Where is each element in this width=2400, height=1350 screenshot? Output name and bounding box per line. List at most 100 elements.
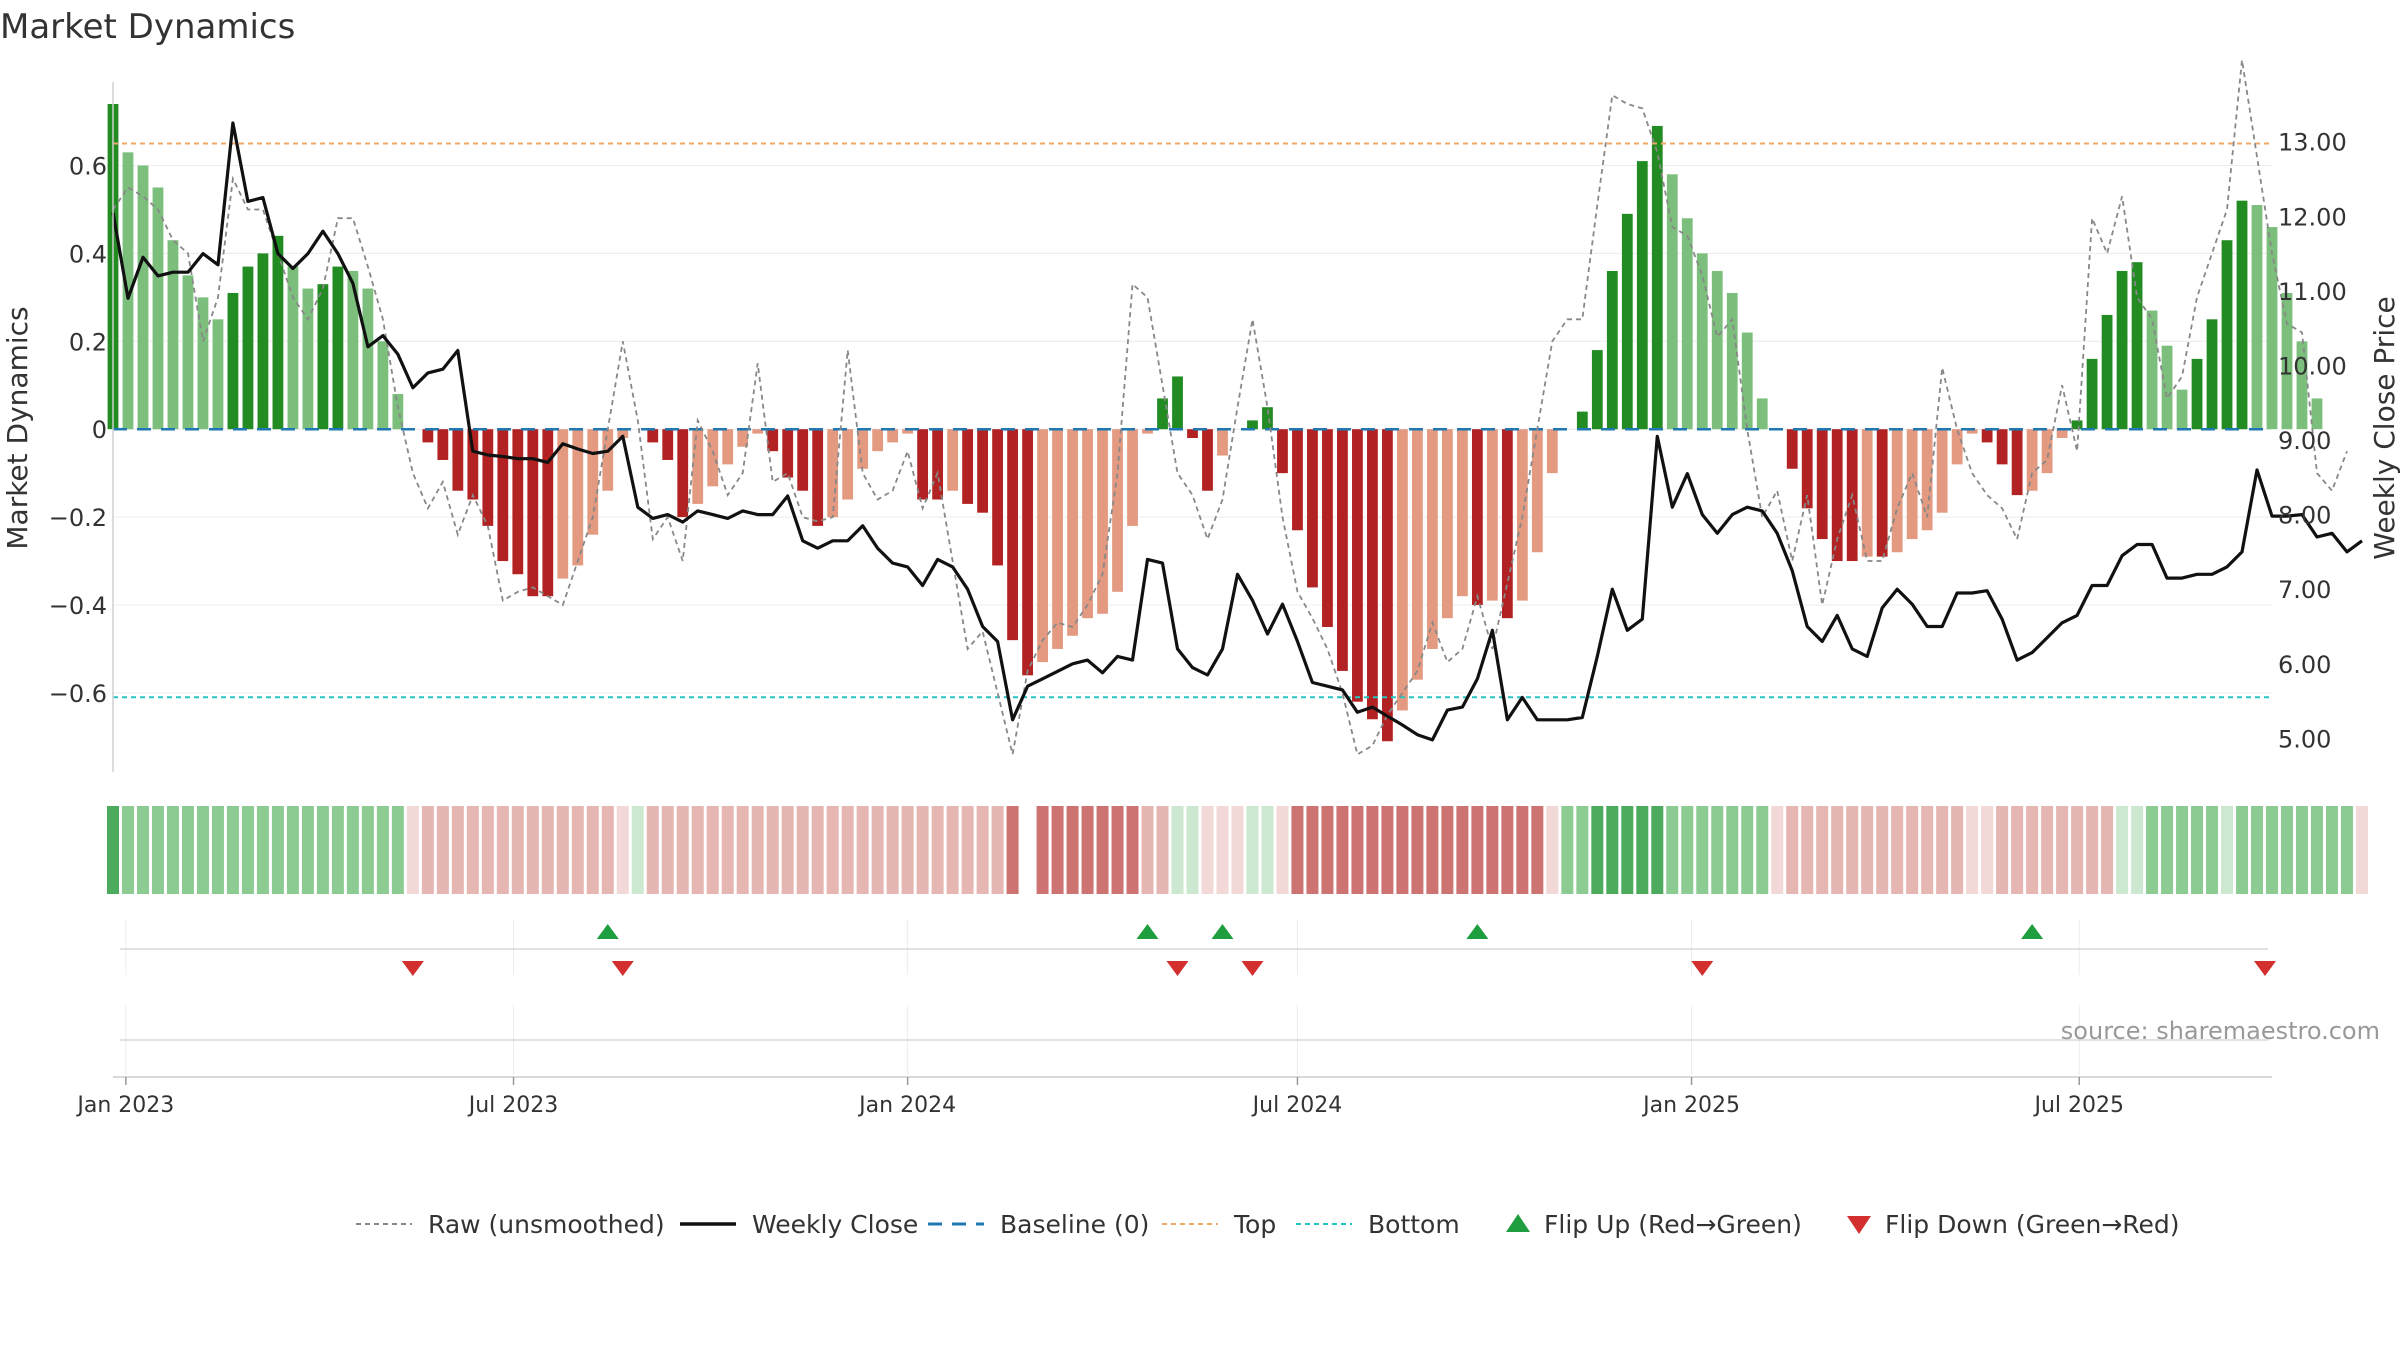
dynamics-bar [752, 429, 764, 434]
regime-cell [511, 806, 524, 894]
dynamics-bar [1322, 429, 1333, 627]
regime-cell [2056, 806, 2069, 894]
dynamics-bar [2266, 227, 2278, 430]
regime-cell [136, 806, 149, 894]
legend-swatch [1847, 1216, 1871, 1234]
dynamics-bar [587, 429, 599, 535]
y-tick-label: 0 [92, 416, 107, 444]
regime-cell [181, 806, 194, 894]
flip-up-marker [1211, 924, 1234, 939]
legend-item-flip-up: Flip Up (Red→Green) [1506, 1210, 1802, 1239]
regime-cell [2280, 806, 2293, 894]
y2-tick-label: 6.00 [2278, 651, 2331, 679]
regime-cell [1681, 806, 1694, 894]
regime-cell [751, 806, 764, 894]
dynamics-bar [1202, 429, 1213, 491]
dynamics-bar [167, 240, 179, 430]
dynamics-bar [1471, 429, 1483, 605]
regime-cell [1291, 806, 1304, 894]
dynamics-bar [347, 270, 359, 430]
dynamics-bar [1591, 350, 1603, 430]
regime-cell [661, 806, 674, 894]
flip-up-marker [1466, 924, 1489, 939]
regime-cell [2355, 806, 2368, 894]
regime-cell [2011, 806, 2024, 894]
regime-cell [601, 806, 614, 894]
regime-cell [871, 806, 884, 894]
y-axis-label: Market Dynamics [1, 306, 34, 549]
regime-cell [1276, 806, 1289, 894]
regime-cell [1636, 806, 1649, 894]
regime-cell [1816, 806, 1829, 894]
raw-series-line [112, 59, 2348, 756]
dynamics-bar [1651, 125, 1663, 430]
dynamics-bar [1711, 270, 1723, 430]
regime-cell [1666, 806, 1679, 894]
y-tick-label: −0.2 [49, 504, 107, 532]
dynamics-bar [1411, 429, 1423, 680]
dynamics-bar [1007, 429, 1018, 641]
dynamics-bar [737, 429, 749, 447]
regime-cell [2101, 806, 2114, 894]
regime-cell [1966, 806, 1979, 894]
dynamics-bar [1696, 253, 1708, 430]
regime-cell [2116, 806, 2129, 894]
dynamics-bar [1277, 429, 1288, 474]
dynamics-bar [1936, 429, 1948, 513]
dynamics-bar [797, 429, 809, 491]
dynamics-bar [392, 394, 404, 430]
regime-cell [946, 806, 959, 894]
dynamics-bar [572, 429, 584, 566]
dynamics-bar [1337, 429, 1348, 671]
dynamics-bar [2071, 420, 2083, 430]
dynamics-bar [512, 429, 524, 575]
regime-cell [1651, 806, 1664, 894]
regime-cell [781, 806, 794, 894]
dynamics-bar [782, 429, 794, 478]
dynamics-bar [677, 429, 689, 518]
regime-cell [1411, 806, 1424, 894]
regime-cell [841, 806, 854, 894]
dynamics-bar [1486, 429, 1498, 601]
dynamics-bar [2191, 358, 2203, 430]
dynamics-bar [482, 429, 494, 526]
legend-label: Baseline (0) [1000, 1210, 1149, 1239]
regime-cell [166, 806, 179, 894]
regime-cell [2325, 806, 2338, 894]
regime-cell [1381, 806, 1394, 894]
dynamics-bar [827, 429, 839, 518]
regime-cell [331, 806, 344, 894]
dynamics-bar [1217, 429, 1228, 456]
regime-cell [1081, 806, 1094, 894]
dynamics-bar [947, 429, 959, 491]
regime-cell [631, 806, 644, 894]
dynamics-bar [152, 187, 164, 430]
dynamics-bar [1097, 429, 1108, 614]
dynamics-bar [767, 429, 779, 452]
dynamics-bar [1666, 174, 1678, 430]
regime-cell [1936, 806, 1949, 894]
dynamics-bar [242, 266, 254, 430]
regime-cell [2131, 806, 2144, 894]
dynamics-bar [647, 429, 659, 443]
regime-cell [1546, 806, 1559, 894]
regime-cell [2310, 806, 2323, 894]
regime-cell [361, 806, 374, 894]
dynamics-bar [197, 297, 209, 430]
x-tick-label: Jul 2023 [467, 1093, 559, 1118]
regime-cell [271, 806, 284, 894]
dynamics-bar [1546, 429, 1558, 474]
dynamics-bar [1052, 429, 1063, 649]
dynamics-bar [1187, 429, 1198, 438]
dynamics-bar [1397, 429, 1408, 711]
flip-up-marker [1136, 924, 1159, 939]
dynamics-bar [1172, 376, 1183, 430]
dynamics-bar [1831, 429, 1843, 562]
x-tick-label: Jan 2023 [75, 1093, 174, 1118]
regime-cell [826, 806, 839, 894]
dynamics-bar [977, 429, 988, 513]
regime-cell [2340, 806, 2353, 894]
dynamics-bar [1067, 429, 1078, 636]
dynamics-bar [542, 429, 554, 597]
dynamics-bar [2281, 292, 2293, 430]
